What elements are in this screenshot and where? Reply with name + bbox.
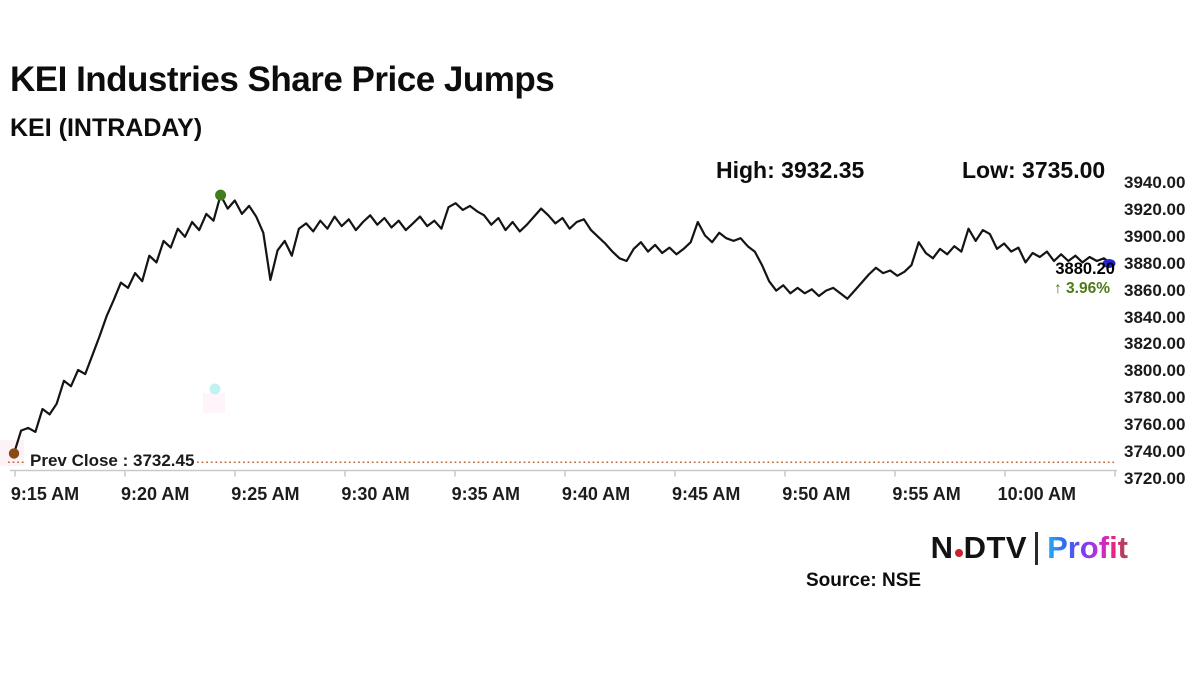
open-marker [8,448,20,459]
y-tick-label: 3740.00 [1124,442,1186,462]
ndtv-wordmark: N DTV [930,530,1028,565]
prev-close-label: Prev Close : 3732.45 [30,450,195,470]
page-title: KEI Industries Share Price Jumps [10,60,555,99]
x-tick-label: 10:00 AM [997,484,1076,504]
price-line [12,194,1113,455]
watermark-artifact [203,393,225,413]
y-tick-label: 3920.00 [1124,199,1186,219]
last-price-label: 3880.20 [1055,260,1115,278]
logo-divider [1035,531,1039,565]
x-tick-label: 9:50 AM [782,484,851,504]
source-label: Source: NSE [806,570,922,591]
x-tick-label: 9:20 AM [121,484,190,504]
change-percent-label: ↑ 3.96% [1053,280,1110,297]
y-tick-label: 3840.00 [1124,307,1186,327]
x-tick-label: 9:40 AM [561,484,631,504]
profit-wordmark: Profit [1047,530,1128,565]
x-tick-label: 9:15 AM [10,484,80,504]
high-marker [215,189,227,201]
x-tick-label: 9:25 AM [231,484,300,504]
x-tick-label: 9:35 AM [451,484,520,504]
ndtv-profit-logo: N DTV Profit [931,531,1128,565]
y-tick-label: 3760.00 [1124,415,1186,435]
y-tick-label: 3860.00 [1124,280,1186,300]
x-tick-label: 9:55 AM [892,484,961,504]
y-tick-label: 3720.00 [1124,469,1186,488]
last-price-marker [1102,258,1116,268]
y-tick-label: 3800.00 [1124,361,1186,381]
low-value-label: Low: 3735.00 [962,157,1106,183]
y-tick-label: 3820.00 [1124,334,1186,354]
x-tick-label: 9:45 AM [672,484,741,504]
y-tick-label: 3880.00 [1124,253,1186,273]
watermark-artifact [209,383,221,395]
x-tick-label: 9:30 AM [341,484,410,504]
y-tick-label: 3900.00 [1124,226,1186,246]
ndtv-red-dot-icon [954,549,963,557]
y-tick-label: 3940.00 [1124,173,1186,192]
last-price-callout: 3880.20 ↑ 3.96% [1053,260,1115,298]
high-value-label: High: 3932.35 [716,157,865,183]
chart-subtitle: KEI (INTRADAY) [10,114,203,142]
y-tick-label: 3780.00 [1124,388,1186,408]
